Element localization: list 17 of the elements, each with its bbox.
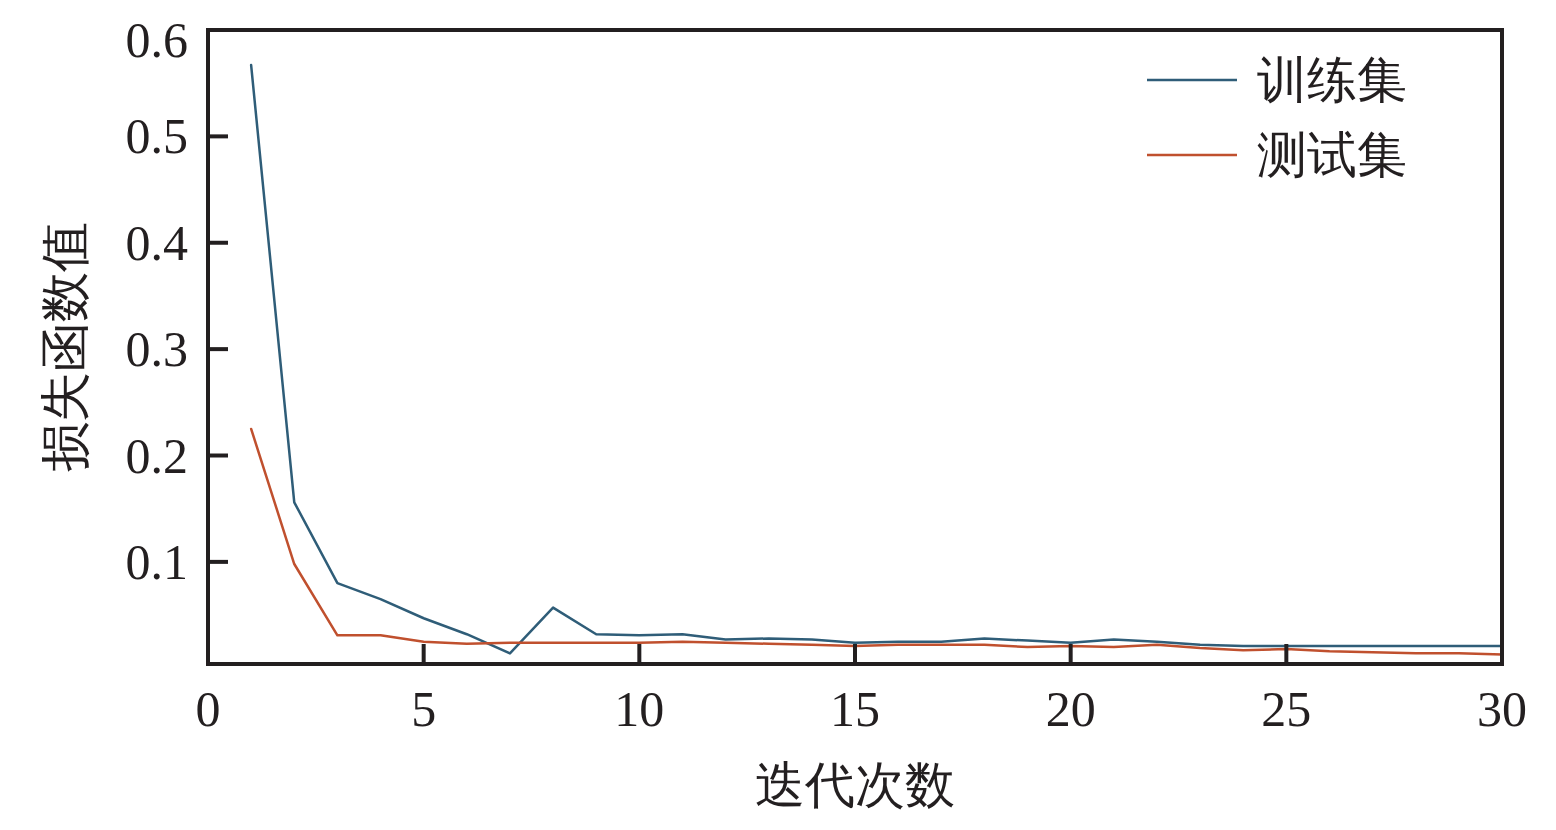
x-tick-label: 20: [1045, 681, 1096, 737]
y-tick-label: 0.5: [125, 108, 188, 165]
y-tick-label: 0.2: [125, 427, 188, 484]
x-tick-label: 10: [614, 681, 665, 737]
legend-label: 训练集: [1257, 52, 1407, 108]
y-tick-label: 0.1: [125, 533, 188, 590]
y-axis-title: 损失函数值: [37, 222, 93, 472]
x-tick-label: 30: [1477, 681, 1527, 737]
x-tick-label: 25: [1261, 681, 1312, 737]
x-axis-title: 迭代次数: [755, 757, 955, 813]
x-tick-label: 15: [830, 681, 880, 737]
y-tick-label: 0.4: [125, 214, 188, 271]
x-tick-label: 0: [195, 681, 221, 737]
x-tick-label: 5: [411, 681, 437, 737]
legend-label: 测试集: [1257, 127, 1407, 183]
y-tick-label: 0.3: [125, 321, 188, 378]
y-tick-label: 0.6: [125, 12, 188, 68]
